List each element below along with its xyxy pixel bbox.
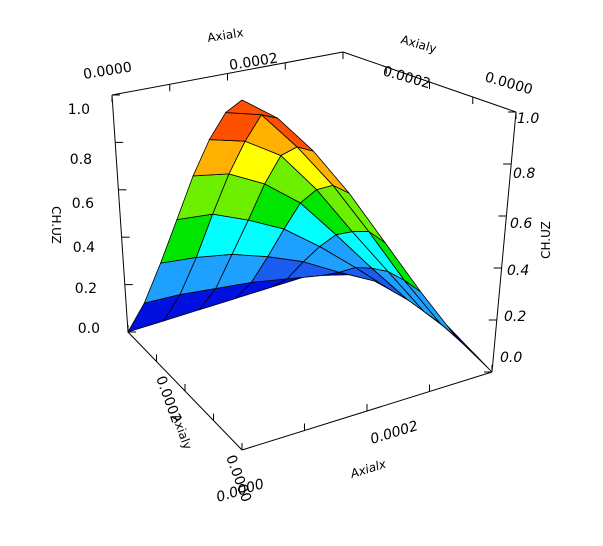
y-top-tick-label: 0.0000 — [483, 69, 535, 98]
z-axis-left-title: CH.UZ — [49, 206, 63, 244]
top-axes: 0.0000 0.0002 Axialx 0.0002 0.0000 Axial… — [82, 25, 534, 98]
z-axis-left: 0.0 0.2 0.4 0.6 0.8 1.0 CH.UZ — [49, 102, 100, 337]
x-bottom-tick-label: 0.0002 — [368, 418, 420, 448]
surface-patch — [403, 279, 457, 338]
z-right-tick-label: 0.0 — [500, 350, 522, 366]
surface-patch — [387, 271, 441, 324]
z-left-tick-label: 0.8 — [70, 152, 92, 168]
z-left-tick-label: 0.6 — [72, 196, 94, 212]
y-axis-bottom: 0.0002 0.0000 Axialy — [152, 374, 254, 505]
tick-marks — [111, 52, 517, 450]
left-vertical-edge — [111, 94, 129, 333]
z-right-tick-label: 1.0 — [517, 111, 539, 127]
z-right-tick-label: 0.2 — [504, 309, 526, 325]
z-axis-right: 0.0 0.2 0.4 0.6 0.8 1.0 CH.UZ — [500, 111, 553, 366]
y-axis-top-title: Axialy — [399, 32, 438, 56]
x-axis-bottom-title: Axialx — [348, 457, 389, 482]
z-left-tick-label: 0.4 — [73, 240, 95, 256]
right-vertical-edge — [491, 111, 517, 373]
z-axis-right-title: CH.UZ — [539, 221, 553, 259]
surface-mesh — [127, 99, 493, 373]
surface-patch — [224, 99, 278, 119]
z-right-tick-label: 0.4 — [507, 263, 529, 279]
z-left-tick-label: 0.0 — [78, 321, 100, 337]
z-right-tick-label: 0.6 — [510, 216, 532, 232]
x-axis-top-title: Axialx — [206, 25, 244, 45]
y-top-tick-label: 0.0002 — [381, 63, 433, 92]
z-right-tick-label: 0.8 — [513, 166, 535, 182]
y-axis-bottom-title: Axialy — [169, 412, 195, 451]
z-left-tick-label: 1.0 — [68, 102, 90, 118]
x-top-tick-label: 0.0002 — [228, 50, 279, 73]
x-top-tick-label: 0.0000 — [82, 59, 133, 82]
z-left-tick-label: 0.2 — [75, 281, 97, 297]
